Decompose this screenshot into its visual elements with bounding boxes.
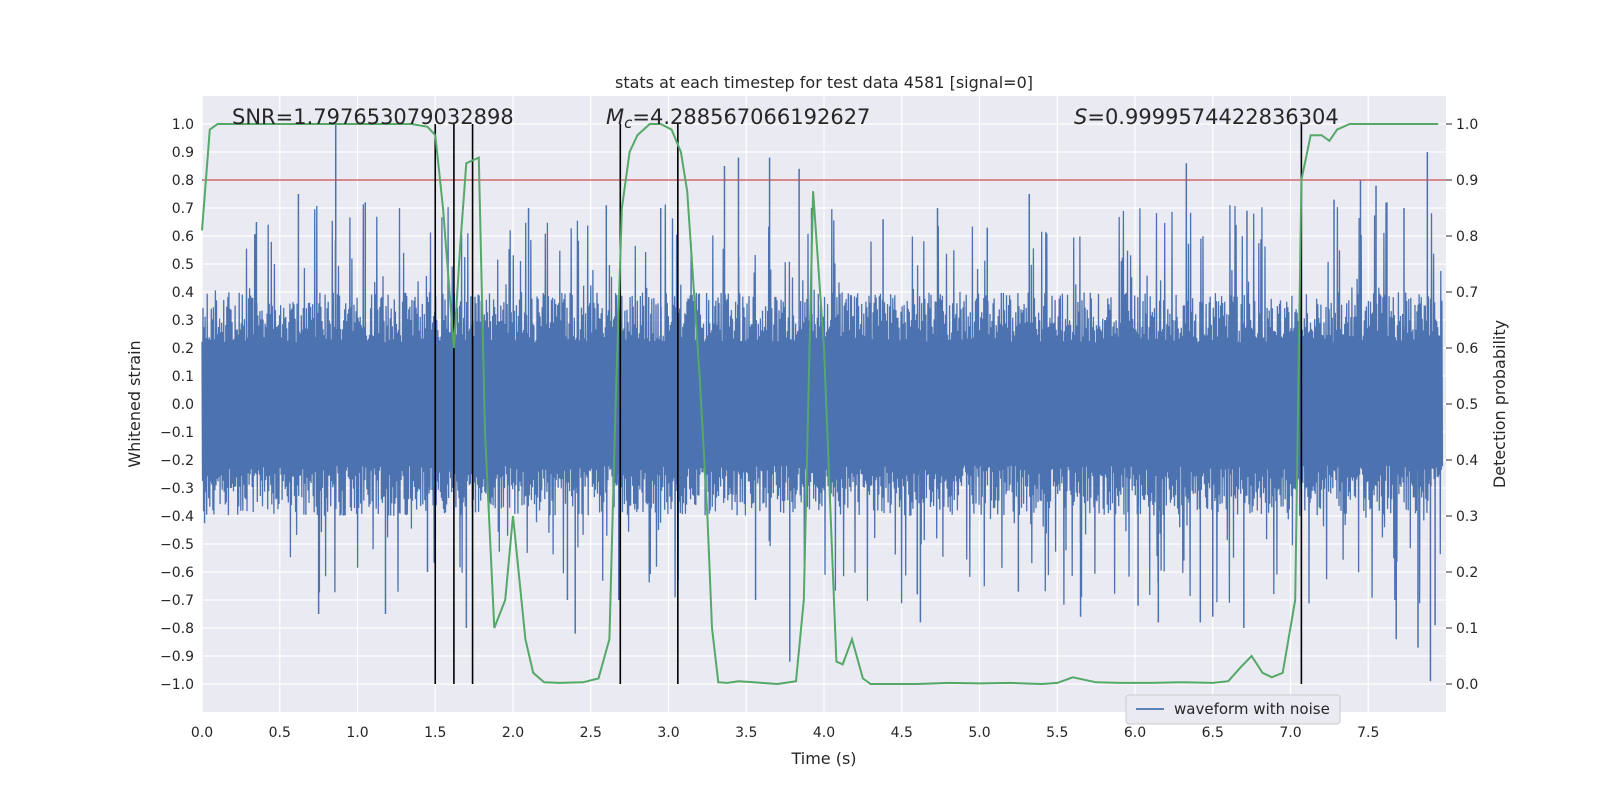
x-tick-label: 4.0 bbox=[813, 725, 835, 741]
x-axis-title: Time (s) bbox=[790, 749, 856, 768]
y-tick-label: 0.7 bbox=[172, 201, 194, 217]
y-tick-label: 1.0 bbox=[172, 117, 194, 133]
y-tick-label: 0.1 bbox=[172, 369, 194, 385]
x-tick-label: 7.0 bbox=[1279, 725, 1301, 741]
y2-tick-label: 0.0 bbox=[1456, 677, 1478, 693]
legend-label: waveform with noise bbox=[1174, 700, 1330, 718]
y-tick-label: 0.2 bbox=[172, 341, 194, 357]
x-tick-label: 3.0 bbox=[657, 725, 679, 741]
x-tick-label: 0.0 bbox=[191, 725, 213, 741]
x-tick-label: 1.5 bbox=[424, 725, 446, 741]
x-tick-label: 2.0 bbox=[502, 725, 524, 741]
legend-box bbox=[1125, 694, 1341, 725]
y-tick-label: 0.5 bbox=[172, 257, 194, 273]
y-tick-label: −0.5 bbox=[160, 537, 194, 553]
y2-tick-label: 0.1 bbox=[1456, 621, 1478, 637]
x-tick-label: 3.5 bbox=[735, 725, 757, 741]
chart-title: stats at each timestep for test data 458… bbox=[615, 73, 1033, 92]
y2-tick-label: 0.2 bbox=[1456, 565, 1478, 581]
x-tick-label: 4.5 bbox=[891, 725, 913, 741]
x-tick-label: 7.5 bbox=[1357, 725, 1379, 741]
y2-tick-label: 0.5 bbox=[1456, 397, 1478, 413]
score-annotation: S=0.9999574422836304 bbox=[1074, 105, 1339, 129]
y-tick-label: −0.9 bbox=[160, 649, 194, 665]
y-tick-label: −0.4 bbox=[160, 509, 194, 525]
chirp-mass-annotation: Mc=4.288567066192627 bbox=[606, 105, 870, 132]
y-tick-label: 0.6 bbox=[172, 229, 194, 245]
y-axis-title: Whitened strain bbox=[125, 340, 144, 467]
x-tick-label: 5.0 bbox=[968, 725, 990, 741]
y-tick-label: −0.6 bbox=[160, 565, 194, 581]
probability-series bbox=[201, 123, 1446, 686]
axes: 0.0 0.5 1.0 1.5 2.0 2.5 3.0 3.5 4.0 4.5 5.0 5.5 6.0 6… bbox=[160, 117, 1478, 741]
waveform-line bbox=[201, 202, 1444, 605]
y-tick-label: −0.1 bbox=[160, 425, 194, 441]
y-tick-label: 0.9 bbox=[172, 145, 194, 161]
y-tick-label: 0.0 bbox=[172, 397, 194, 413]
y-tick-label: −0.3 bbox=[160, 481, 194, 497]
x-tick-label: 5.5 bbox=[1046, 725, 1068, 741]
y-tick-label: −0.2 bbox=[160, 453, 194, 469]
y2-tick-label: 0.4 bbox=[1456, 453, 1478, 469]
waveform-series bbox=[201, 124, 1444, 682]
score-value: =0.9999574422836304 bbox=[1087, 105, 1338, 129]
x-tick-label: 0.5 bbox=[269, 725, 291, 741]
chirp-mass-symbol: M bbox=[606, 105, 624, 129]
x-tick-label: 2.5 bbox=[580, 725, 602, 741]
probability-line bbox=[201, 123, 1439, 686]
legend: waveform with noise bbox=[1125, 694, 1341, 725]
y2-tick-label: 0.9 bbox=[1456, 173, 1478, 189]
y2-axis-title: Detection probability bbox=[1490, 320, 1509, 488]
x-tick-label: 6.5 bbox=[1202, 725, 1224, 741]
chirp-mass-value: =4.288567066192627 bbox=[632, 105, 870, 129]
y-tick-label: 0.4 bbox=[172, 285, 194, 301]
y-tick-label: −0.7 bbox=[160, 593, 194, 609]
y-tick-label: −1.0 bbox=[160, 677, 194, 693]
y-tick-label: 0.8 bbox=[172, 173, 194, 189]
y2-tick-label: 1.0 bbox=[1456, 117, 1478, 133]
y2-tick-label: 0.8 bbox=[1456, 229, 1478, 245]
y-tick-label: 0.3 bbox=[172, 313, 194, 329]
y2-tick-label: 0.7 bbox=[1456, 285, 1478, 301]
y2-tick-label: 0.3 bbox=[1456, 509, 1478, 525]
x-tick-label: 6.0 bbox=[1124, 725, 1146, 741]
x-tick-label: 1.0 bbox=[346, 725, 368, 741]
y-tick-label: −0.8 bbox=[160, 621, 194, 637]
score-symbol: S bbox=[1074, 105, 1087, 129]
y2-tick-label: 0.6 bbox=[1456, 341, 1478, 357]
snr-annotation: SNR=1.797653079032898 bbox=[232, 105, 514, 129]
chirp-mass-subscript: c bbox=[624, 114, 633, 132]
